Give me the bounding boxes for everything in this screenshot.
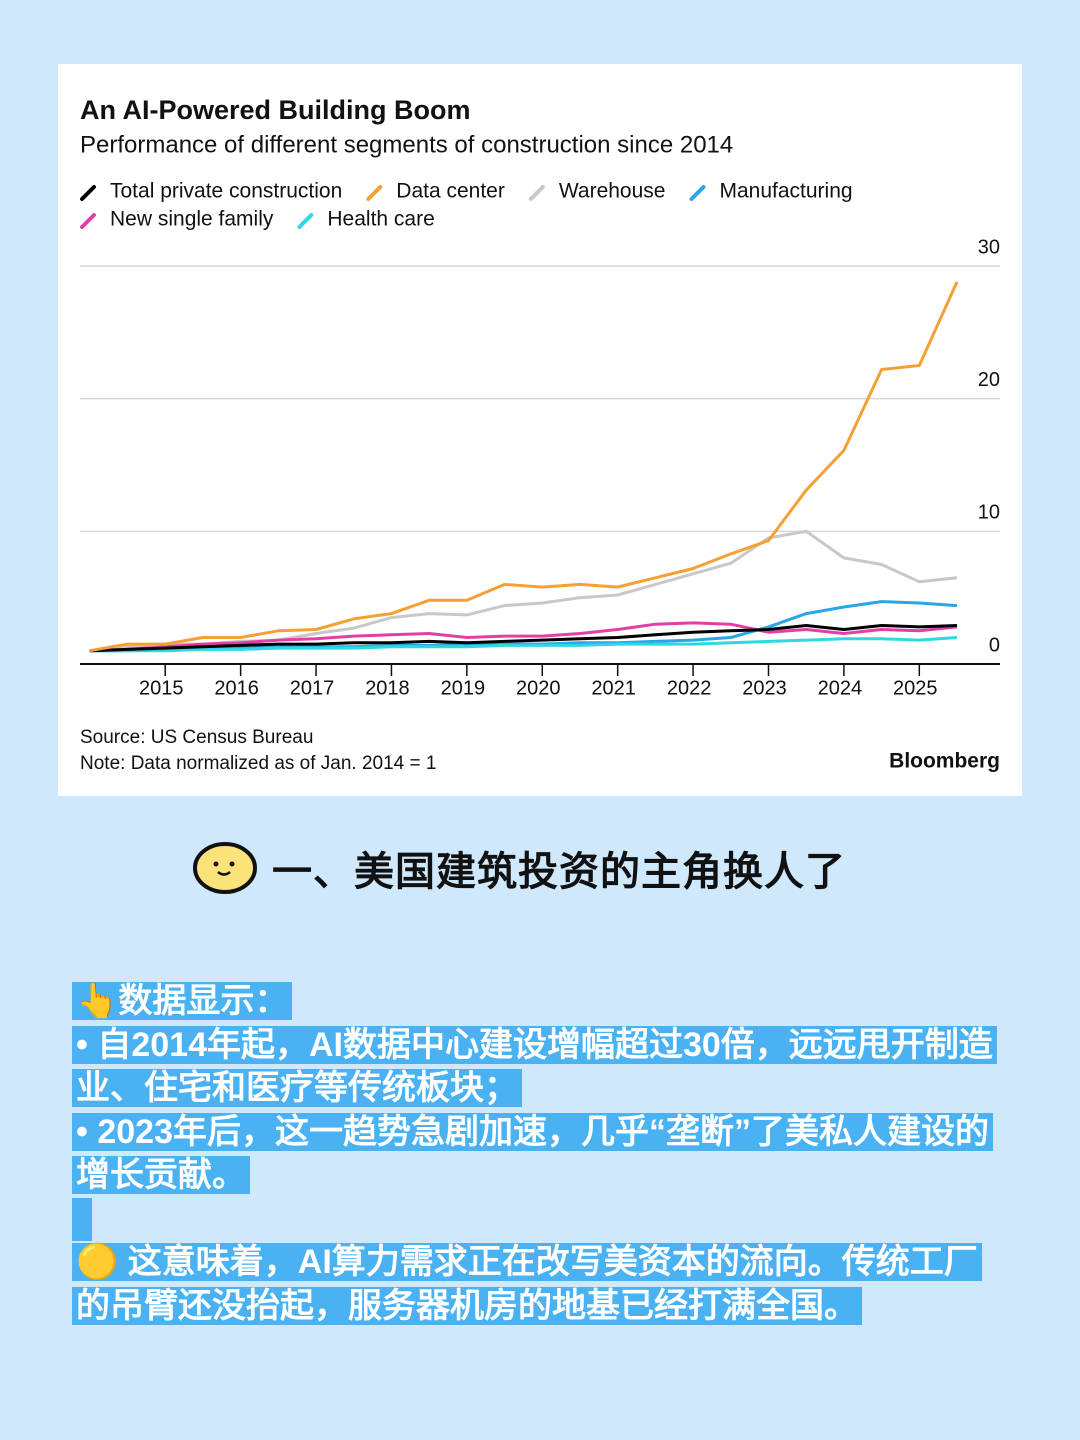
- chart-card: An AI-Powered Building Boom Performance …: [58, 64, 1022, 796]
- legend-label: Data center: [396, 180, 505, 203]
- source: Source: US Census Bureau: [80, 727, 313, 748]
- x-tick-label: 2015: [139, 677, 184, 699]
- conclusion: 🟡 这意味着，AI算力需求正在改写美资本的流向。传统工厂的吊臂还没抬起，服务器机…: [72, 1243, 982, 1325]
- legend-marker: [80, 213, 96, 229]
- legend-label: Total private construction: [110, 180, 342, 203]
- legend-marker: [297, 213, 314, 229]
- legend-marker: [366, 185, 383, 201]
- x-tick-label: 2018: [365, 677, 410, 699]
- bullet: • 2023年后，这一趋势急剧加速，几乎“垄断”了美私人建设的增长贡献。: [72, 1112, 993, 1194]
- smiley-icon: [193, 842, 257, 894]
- legend-marker: [80, 185, 96, 201]
- x-tick-label: 2023: [742, 677, 787, 699]
- note: Note: Data normalized as of Jan. 2014 = …: [80, 753, 436, 774]
- series-line: [89, 281, 959, 653]
- x-tick-label: 2021: [591, 677, 636, 699]
- y-tick-label: 20: [978, 369, 1000, 391]
- x-tick-label: 2025: [893, 677, 938, 699]
- bullet: • 自2014年起，AI数据中心建设增幅超过30倍，远远甩开制造业、住宅和医疗等…: [72, 1025, 997, 1107]
- heading: 一、美国建筑投资的主角换人了: [192, 838, 846, 898]
- legend-marker: [528, 185, 545, 201]
- series-line: [89, 636, 958, 653]
- y-tick-label: 0: [989, 634, 1000, 656]
- chart-subtitle: Performance of different segments of con…: [80, 131, 733, 158]
- legend-label: Health care: [327, 208, 434, 231]
- series-line: [89, 621, 958, 653]
- x-tick-label: 2016: [214, 677, 259, 699]
- legend-label: New single family: [110, 208, 274, 231]
- legend-marker: [689, 185, 706, 201]
- section-label: 👆数据显示：: [72, 982, 293, 1020]
- heading-text: 一、美国建筑投资的主角换人了: [272, 850, 846, 894]
- y-tick-label: 10: [978, 502, 1000, 524]
- chart-title: An AI-Powered Building Boom: [80, 95, 471, 125]
- post-text: 👆数据显示： • 自2014年起，AI数据中心建设增幅超过30倍，远远甩开制造业…: [72, 980, 1007, 1328]
- y-tick-label: 30: [978, 236, 1000, 258]
- x-tick-label: 2019: [441, 677, 486, 699]
- x-tick-label: 2022: [667, 677, 712, 699]
- x-tick-label: 2017: [290, 677, 335, 699]
- legend-label: Manufacturing: [719, 180, 852, 203]
- chart: An AI-Powered Building Boom Performance …: [80, 95, 1000, 774]
- x-tick-label: 2024: [818, 677, 863, 699]
- legend-label: Warehouse: [559, 180, 666, 203]
- x-tick-label: 2020: [516, 677, 561, 699]
- series-line: [89, 624, 958, 653]
- credit: Bloomberg: [889, 750, 1000, 773]
- spacer: [72, 1197, 1007, 1241]
